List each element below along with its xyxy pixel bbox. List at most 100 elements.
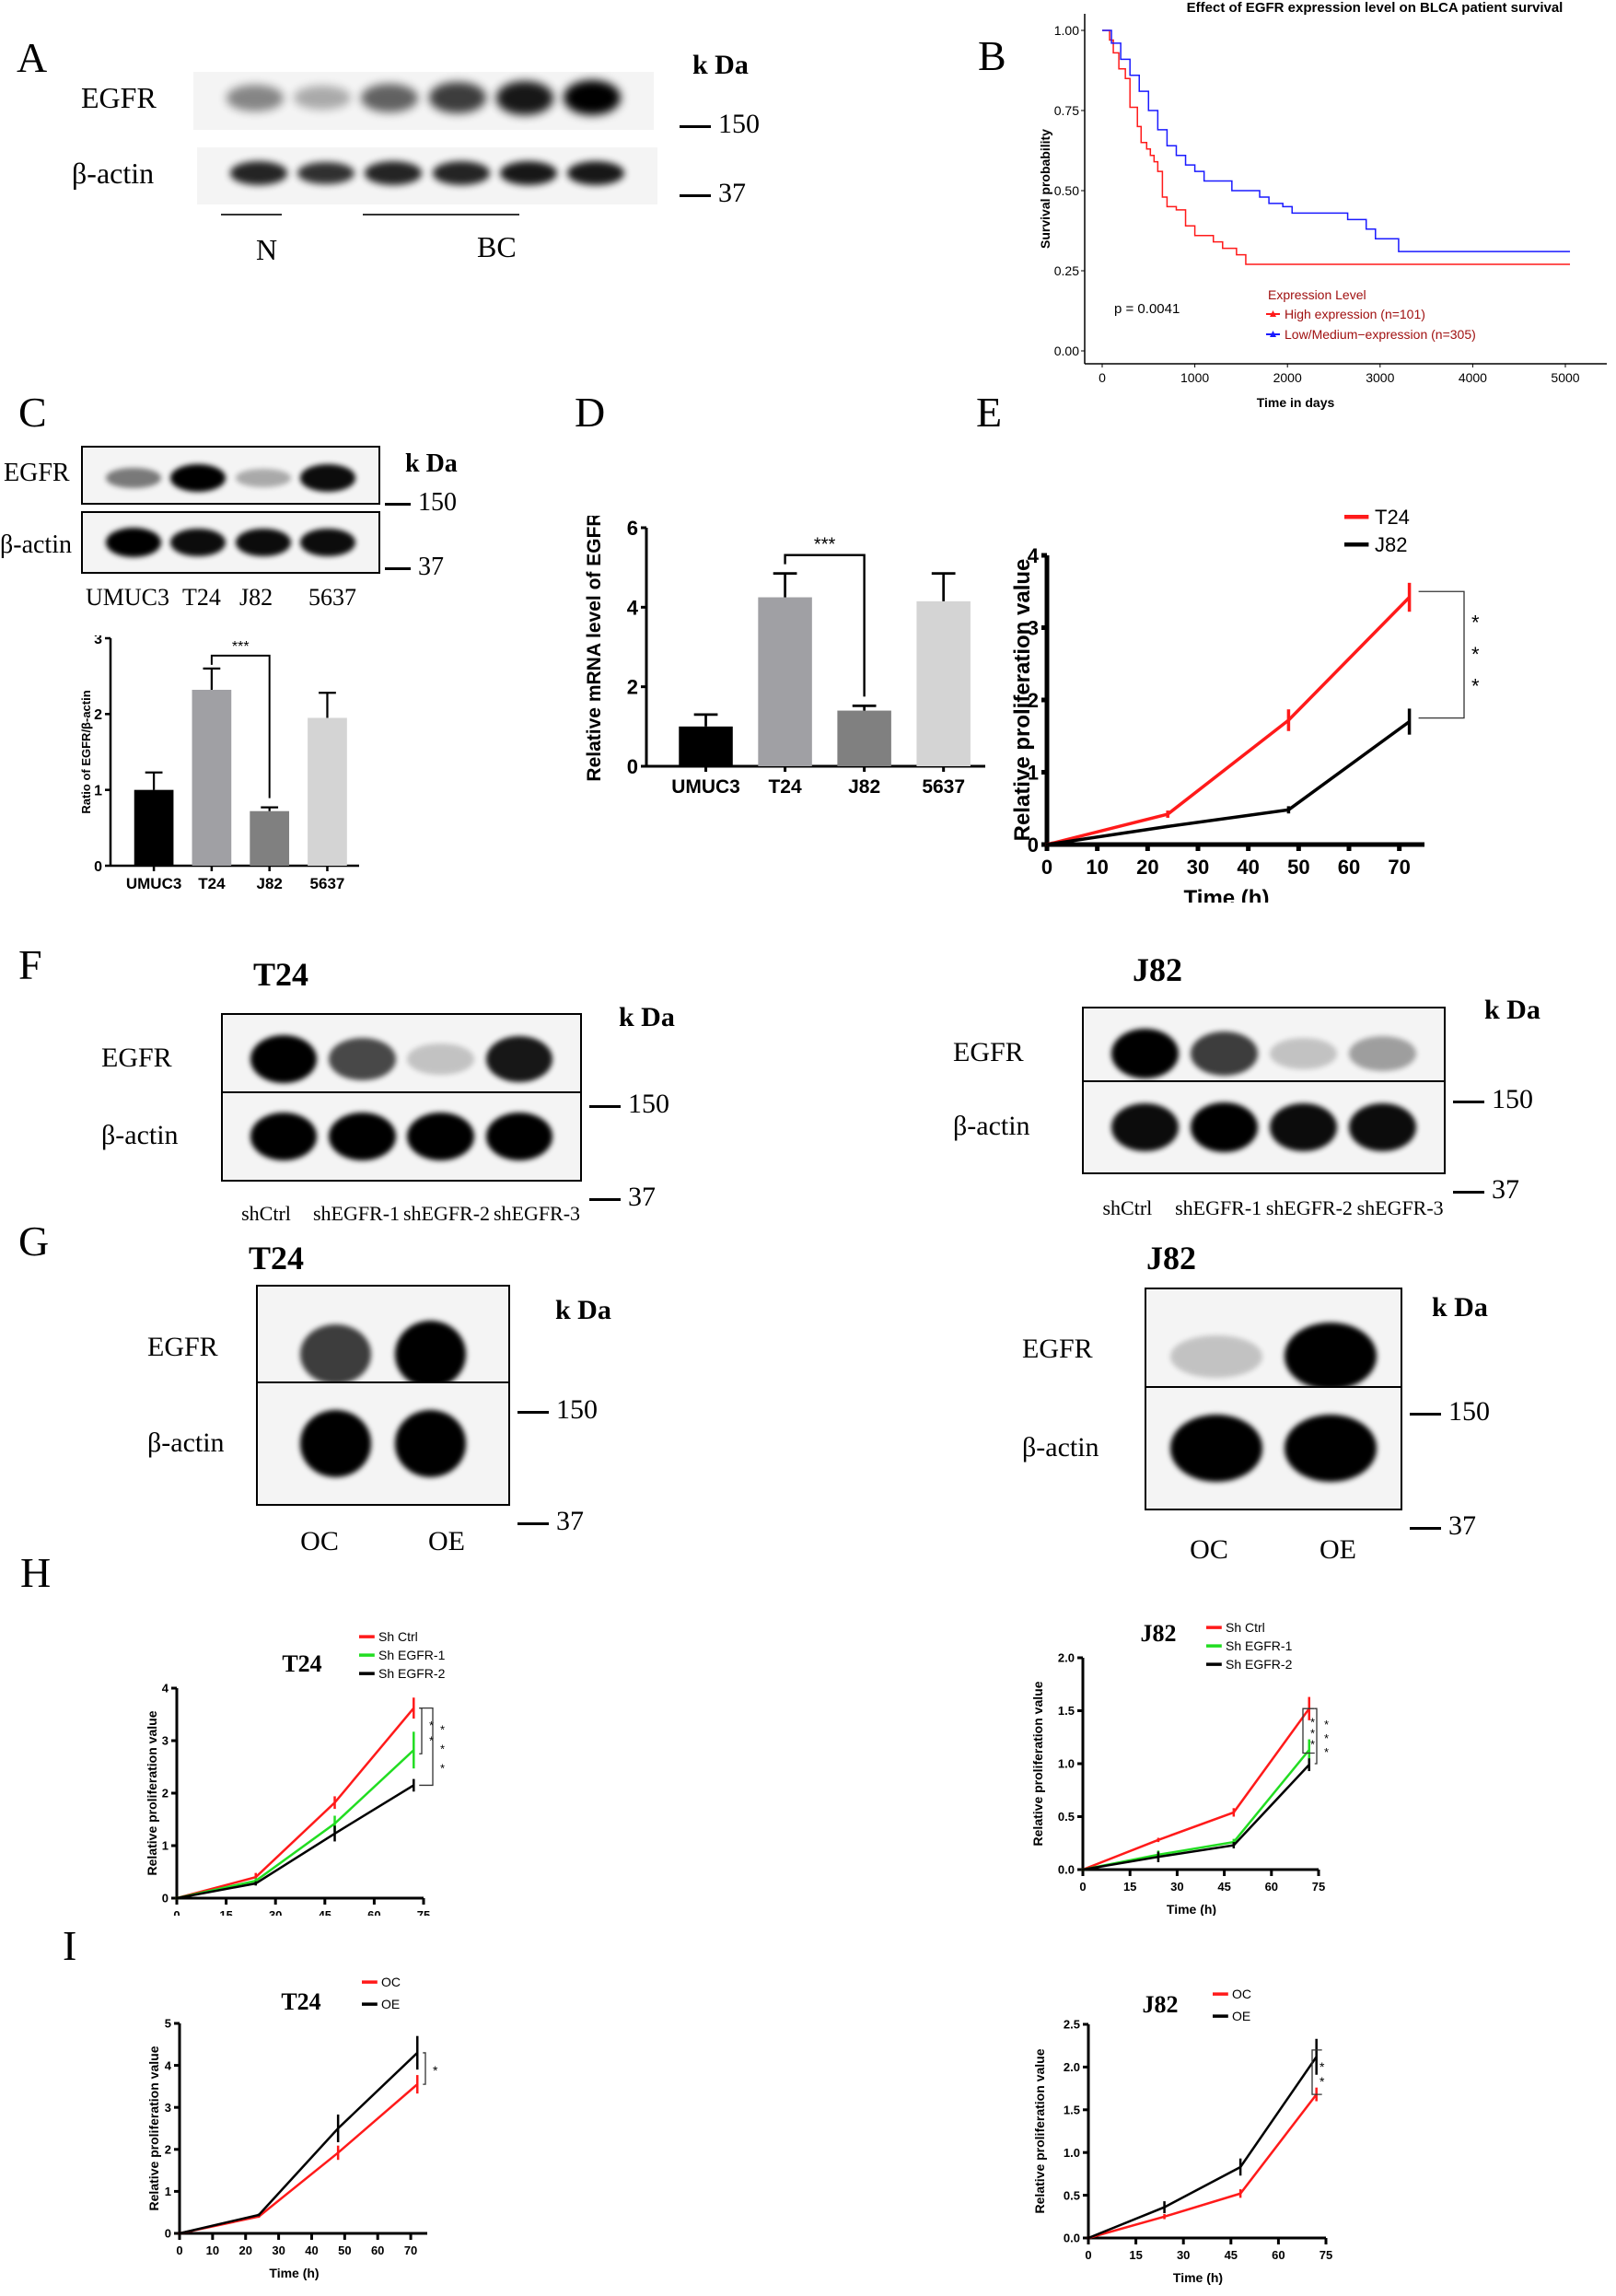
svg-text:70: 70: [1388, 856, 1410, 879]
svg-text:45: 45: [1217, 1880, 1230, 1894]
svg-text:Time (h): Time (h): [269, 2266, 319, 2280]
egfr-row-label: EGFR: [101, 1043, 172, 1073]
group-line-n: [221, 214, 282, 216]
kda-label: k Da: [1484, 995, 1540, 1025]
group-label-bc: BC: [477, 230, 517, 263]
svg-text:Time (h): Time (h): [1173, 2270, 1223, 2285]
blot-title: J82: [1146, 1240, 1196, 1276]
panel-letter-i: I: [63, 1922, 77, 1969]
svg-text:0.00: 0.00: [1054, 344, 1079, 358]
lane-label: shEGFR-3: [493, 1202, 581, 1225]
svg-text:30: 30: [272, 2244, 285, 2257]
svg-text:1.0: 1.0: [1058, 1757, 1075, 1771]
blot-band: [293, 86, 352, 111]
svg-text:5637: 5637: [922, 776, 965, 798]
lane-label: shEGFR-1: [312, 1202, 401, 1225]
panel-letter-h: H: [20, 1549, 52, 1596]
svg-text:1: 1: [1028, 761, 1039, 784]
svg-text:***: ***: [232, 639, 250, 655]
svg-text:*: *: [440, 1723, 445, 1737]
actin-blot-strip: [1082, 1080, 1446, 1174]
lane-label: J82: [239, 584, 273, 611]
svg-text:3: 3: [165, 2101, 171, 2115]
blot-band: [226, 85, 284, 111]
svg-text:4: 4: [627, 596, 639, 619]
svg-text:2: 2: [94, 707, 102, 723]
blot-band: [485, 1113, 553, 1160]
svg-text:2.5: 2.5: [1064, 2018, 1080, 2032]
svg-text:1.5: 1.5: [1058, 1704, 1075, 1718]
svg-text:*: *: [429, 1734, 434, 1748]
svg-text:0: 0: [176, 2244, 182, 2257]
marker-37: 37: [1453, 1176, 1519, 1204]
blot-title: T24: [249, 1240, 305, 1276]
blot-band: [105, 467, 161, 489]
svg-text:1.00: 1.00: [1054, 23, 1079, 38]
lane-label: OC: [1190, 1534, 1228, 1565]
blot-band: [235, 468, 291, 488]
svg-text:0.0: 0.0: [1064, 2232, 1080, 2245]
svg-text:*: *: [433, 2063, 438, 2078]
svg-text:30: 30: [1177, 2248, 1190, 2262]
svg-text:40: 40: [1237, 856, 1259, 879]
svg-text:0: 0: [173, 1908, 180, 1916]
svg-text:0: 0: [1099, 370, 1106, 385]
svg-text:Relative proliferation value: Relative proliferation value: [1030, 1681, 1045, 1846]
svg-text:OC: OC: [381, 1975, 401, 1989]
svg-text:1: 1: [94, 783, 102, 798]
panel-letter-f: F: [18, 941, 42, 988]
svg-text:45: 45: [1225, 2248, 1238, 2262]
svg-text:UMUC3: UMUC3: [671, 776, 740, 798]
blot-band: [329, 1113, 396, 1160]
panel-letter-b: B: [978, 32, 1006, 79]
marker-150: 150: [1453, 1086, 1533, 1113]
actin-row-label: β-actin: [147, 1427, 225, 1458]
svg-text:10: 10: [206, 2244, 219, 2257]
blot-band: [105, 528, 161, 557]
svg-text:0: 0: [165, 2227, 171, 2241]
svg-text:T24: T24: [282, 1650, 321, 1677]
svg-text:3: 3: [1028, 616, 1039, 639]
lane-label: shEGFR-2: [1265, 1196, 1353, 1219]
svg-text:0.50: 0.50: [1054, 183, 1079, 198]
svg-text:OC: OC: [1232, 1987, 1251, 2001]
svg-text:*: *: [1471, 643, 1480, 666]
blot-band: [361, 83, 419, 112]
svg-text:High expression (n=101): High expression (n=101): [1285, 307, 1425, 321]
actin-blot-strip: [1145, 1386, 1402, 1510]
svg-text:Relative proliferation value: Relative proliferation value: [146, 2045, 161, 2210]
blot-band: [250, 1034, 318, 1084]
egfr-blot-strip: [81, 446, 380, 505]
svg-text:20: 20: [238, 2244, 251, 2257]
actin-row-label: β-actin: [1022, 1431, 1099, 1463]
svg-text:70: 70: [404, 2244, 417, 2257]
lane-label: shEGFR-1: [1175, 1196, 1262, 1219]
svg-text:***: ***: [814, 535, 836, 555]
marker-150: 150: [589, 1090, 669, 1118]
blot-title: J82: [1133, 951, 1182, 988]
svg-text:60: 60: [367, 1908, 380, 1916]
svg-text:40: 40: [305, 2244, 318, 2257]
svg-text:0: 0: [1028, 833, 1039, 857]
kda-label: k Da: [555, 1295, 611, 1325]
svg-text:OE: OE: [1232, 2009, 1250, 2023]
svg-text:10: 10: [1086, 856, 1108, 879]
blot-band: [1170, 1334, 1262, 1378]
blot-band: [299, 1323, 372, 1384]
svg-text:0: 0: [627, 755, 638, 778]
svg-text:60: 60: [1265, 1880, 1278, 1894]
blot-band: [394, 1410, 467, 1477]
svg-text:Sh EGFR-2: Sh EGFR-2: [378, 1666, 446, 1681]
svg-text:50: 50: [1287, 856, 1309, 879]
blot-band: [1110, 1029, 1180, 1078]
blot-band: [499, 160, 558, 185]
blot-band: [1285, 1323, 1377, 1390]
actin-row-label: β-actin: [0, 530, 72, 559]
svg-text:Time (h): Time (h): [1184, 886, 1270, 903]
svg-text:*: *: [429, 1719, 434, 1732]
svg-text:15: 15: [1129, 2248, 1142, 2262]
actin-blot-strip: [81, 511, 380, 574]
svg-text:T24: T24: [768, 776, 802, 798]
svg-text:1: 1: [162, 1839, 169, 1853]
svg-text:2: 2: [165, 2142, 171, 2156]
